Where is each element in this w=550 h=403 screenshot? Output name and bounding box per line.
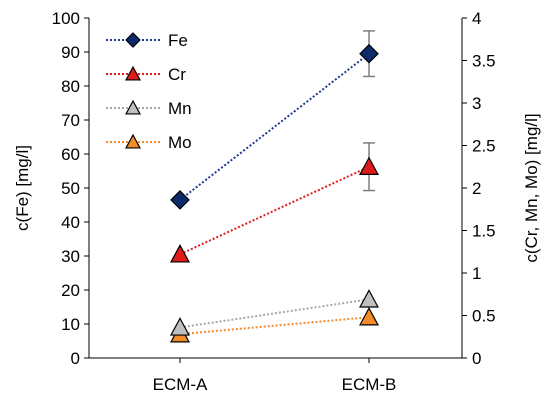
y-tick-label-right: 3.5 — [472, 52, 496, 71]
y-tick-label-left: 100 — [52, 9, 80, 28]
y-tick-label-right: 0 — [472, 349, 481, 368]
legend-marker-mo — [124, 133, 142, 149]
y-tick-label-right: 4 — [472, 9, 481, 28]
y-tick-label-right: 2 — [472, 179, 481, 198]
legend: Fe Cr Mn Mo — [106, 31, 192, 152]
legend-marker-mn — [124, 99, 142, 115]
series-line-mo — [179, 316, 370, 336]
data-point-mn — [358, 289, 380, 308]
x-tick-label: ECM-B — [342, 375, 397, 394]
legend-label-fe: Fe — [168, 31, 188, 50]
legend-marker-fe — [125, 32, 141, 48]
data-point-mo — [358, 306, 380, 326]
axes — [84, 17, 467, 363]
y-tick-label-left: 30 — [61, 247, 80, 266]
legend-marker-cr — [124, 65, 142, 81]
y-tick-label-left: 50 — [61, 179, 80, 198]
y-tick-label-left: 80 — [61, 77, 80, 96]
legend-label-cr: Cr — [168, 65, 186, 84]
data-point-cr — [169, 244, 191, 263]
y-tick-label-left: 90 — [61, 43, 80, 62]
y-tick-label-left: 70 — [61, 111, 80, 130]
y-axis-label-right: c(Cr, Mn, Mo) [mg/l] — [522, 113, 541, 262]
y-tick-label-left: 60 — [61, 145, 80, 164]
legend-label-mo: Mo — [168, 133, 192, 152]
y-tick-label-left: 10 — [61, 315, 80, 334]
y-tick-label-right: 1.5 — [472, 222, 496, 241]
legend-label-mn: Mn — [168, 99, 192, 118]
series-layer — [169, 30, 380, 343]
y-tick-label-right: 2.5 — [472, 137, 496, 156]
data-point-fe — [359, 43, 379, 64]
x-tick-label: ECM-A — [153, 375, 208, 394]
series-line-fe — [179, 52, 370, 201]
y-tick-label-right: 3 — [472, 94, 481, 113]
data-point-cr — [358, 156, 380, 175]
y-tick-label-left: 0 — [71, 349, 80, 368]
y-tick-label-right: 0.5 — [472, 307, 496, 326]
y-axis-label-left: c(Fe) [mg/l] — [13, 145, 32, 231]
y-tick-label-right: 1 — [472, 264, 481, 283]
y-tick-label-left: 40 — [61, 213, 80, 232]
data-point-mn — [169, 317, 191, 336]
data-point-fe — [170, 190, 190, 210]
tick-labels: 0 10 20 30 40 50 60 70 80 90 100 0 0.5 1 1.5 2 2.5 3 3.5 4 E… — [52, 9, 496, 394]
series-line-cr — [179, 165, 370, 256]
y-tick-label-left: 20 — [61, 281, 80, 300]
series-line-mn — [179, 298, 370, 329]
